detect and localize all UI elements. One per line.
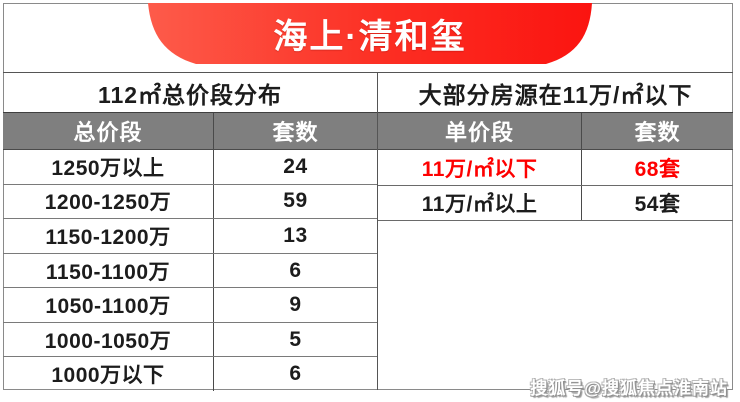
price-range-cell: 1250万以上	[3, 150, 214, 184]
col-header-unit-price-range: 单价段	[378, 113, 583, 149]
ribbon-shape	[148, 3, 592, 64]
table-row: 1000万以下 6	[3, 357, 377, 392]
table-row: 11万/㎡以上 54套	[378, 186, 733, 221]
price-range-cell: 1000万以下	[3, 357, 214, 392]
unit-count-cell: 9	[289, 293, 302, 317]
property-title: 海上·清和玺	[273, 18, 467, 56]
col-header-price-range: 总价段	[3, 113, 214, 149]
unit-count-cell: 68套	[634, 157, 681, 181]
unit-price-range-cell: 11万/㎡以上	[378, 186, 583, 220]
table-row: 1050-1100万 9	[3, 288, 377, 323]
table-row: 1200-1250万 59	[3, 184, 377, 220]
table-row: 1150-1200万 13	[3, 219, 377, 254]
unit-count-cell: 24	[283, 154, 308, 178]
unit-price-range-cell: 11万/㎡以下	[378, 150, 583, 185]
right-table-header: 单价段 套数	[378, 113, 733, 150]
price-range-cell: 1150-1200万	[3, 219, 214, 253]
title-ribbon: 海上·清和玺	[140, 2, 600, 65]
left-table-body: 1250万以上 24 1200-1250万 59 1150-1200万 13 1…	[3, 150, 377, 392]
price-range-cell: 1000-1050万	[3, 322, 214, 357]
unit-count-cell: 13	[283, 223, 308, 247]
table-row: 1250万以上 24	[3, 150, 377, 185]
total-price-table: 112㎡总价段分布 总价段 套数 1250万以上 24 1200-1250万 5…	[3, 72, 378, 392]
table-row: 1150-1100万 6	[3, 253, 377, 289]
unit-count-cell: 6	[289, 362, 302, 386]
table-row: 1000-1050万 5	[3, 322, 377, 358]
price-range-cell: 1150-1100万	[3, 253, 214, 288]
price-range-cell: 1050-1100万	[3, 288, 214, 322]
price-range-cell: 1200-1250万	[3, 184, 214, 219]
col-header-unit-count: 套数	[272, 120, 319, 145]
left-table-title: 112㎡总价段分布	[3, 73, 377, 113]
right-table-title: 大部分房源在11万/㎡以下	[378, 73, 733, 113]
unit-count-cell: 59	[283, 189, 308, 213]
unit-count-cell: 5	[289, 327, 302, 351]
left-table-header: 总价段 套数	[3, 113, 377, 150]
table-row-highlighted: 11万/㎡以下 68套	[378, 150, 733, 186]
unit-count-cell: 6	[289, 258, 302, 282]
sohu-watermark: 搜狐号@搜狐焦点淮南站	[530, 379, 728, 398]
unit-price-table: 大部分房源在11万/㎡以下 单价段 套数 11万/㎡以下 68套 11万/㎡以上…	[378, 72, 733, 390]
col-header-unit-count: 套数	[634, 120, 681, 145]
unit-count-cell: 54套	[634, 193, 681, 216]
